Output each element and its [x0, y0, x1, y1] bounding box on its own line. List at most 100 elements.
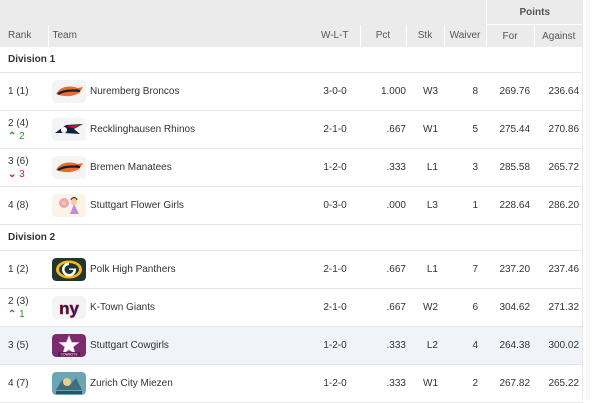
pct-cell: .667: [360, 288, 406, 327]
waiver-cell: 3: [444, 148, 487, 187]
streak-cell: W1: [406, 110, 444, 149]
streak-cell: W3: [406, 72, 444, 111]
points-against-cell: 265.72: [534, 148, 584, 187]
broncos-icon[interactable]: [52, 156, 86, 179]
wlt-cell: 1-2-0: [310, 148, 360, 187]
team-cell: Recklinghausen Rhinos: [48, 110, 310, 149]
standings-row[interactable]: 1 (2) Polk High Panthers 2-1-0.667 L1 7 237.2…: [0, 250, 584, 289]
header-spacer: [0, 0, 487, 25]
packers-icon[interactable]: [52, 258, 86, 281]
team-name-link[interactable]: Stuttgart Flower Girls: [90, 200, 184, 211]
waiver-cell: 4: [444, 326, 487, 365]
points-against-cell: 265.22: [534, 364, 584, 403]
team-name-link[interactable]: Zurich City Miezen: [90, 378, 173, 389]
wlt-cell: 2-1-0: [310, 110, 360, 149]
points-for-cell: 304.62: [486, 288, 535, 327]
team-name-link[interactable]: Bremen Manatees: [90, 162, 172, 173]
chevron-up-icon: ⌃: [8, 130, 20, 142]
rank-value: 1 (2): [8, 264, 29, 275]
wlt-cell: 1-2-0: [310, 364, 360, 403]
waiver-cell: 6: [444, 288, 487, 327]
points-against-cell: 236.64: [534, 72, 584, 111]
points-against-cell: 300.02: [534, 326, 584, 365]
rank-change-value: 2: [19, 130, 25, 142]
scroll-track[interactable]: [586, 0, 590, 400]
team-cell: COWBOYS Stuttgart Cowgirls: [48, 326, 310, 365]
standings-row[interactable]: 4 (7) Zurich City Miezen 1-2-0.333 W1 2 267.8…: [0, 364, 584, 403]
col-pct-header[interactable]: Pct: [359, 24, 406, 47]
team-cell: Bremen Manatees: [48, 148, 310, 187]
wlt-cell: 2-1-0: [310, 250, 360, 289]
broncos-icon[interactable]: [52, 80, 86, 103]
standings-row[interactable]: 2 (3) ⌃ 1 ny K-Town Giants 2-1-0.667 W2 6 304.6…: [0, 288, 584, 327]
patriots-icon[interactable]: [52, 118, 86, 141]
rank-up-indicator: ⌃ 2: [8, 131, 48, 142]
col-team-header[interactable]: Team: [47, 24, 310, 47]
pct-cell: .667: [360, 110, 406, 149]
rank-cell: 3 (5): [0, 326, 48, 365]
rank-down-indicator: ⌄ 3: [8, 169, 48, 180]
points-against-cell: 271.32: [534, 288, 584, 327]
standings-row[interactable]: 2 (4) ⌃ 2 Recklinghausen Rhinos 2-1-0.667 W1…: [0, 110, 584, 149]
col-against-header[interactable]: Against: [533, 24, 584, 47]
streak-cell: L3: [406, 186, 444, 225]
flower-icon[interactable]: [52, 194, 86, 217]
rank-cell: 1 (2): [0, 250, 48, 289]
rank-value: 4 (8): [8, 200, 29, 211]
col-waiver-header[interactable]: Waiver: [443, 24, 487, 47]
team-name-link[interactable]: Nuremberg Broncos: [90, 86, 180, 97]
rank-cell: 4 (8): [0, 186, 48, 225]
standings-row[interactable]: 3 (6) ⌄ 3 Bremen Manatees 1-2-0.333 L1 3 285.5…: [0, 148, 584, 187]
rank-up-indicator: ⌃ 1: [8, 309, 48, 320]
standings-row[interactable]: 4 (8) Stuttgart Flower Girls 0-3-0.000 L3 1 2…: [0, 186, 584, 225]
team-name-link[interactable]: Recklinghausen Rhinos: [90, 124, 196, 135]
col-stk-header[interactable]: Stk: [405, 24, 444, 47]
pct-cell: .333: [360, 326, 406, 365]
team-name-link[interactable]: Polk High Panthers: [90, 264, 176, 275]
team-cell: Zurich City Miezen: [48, 364, 310, 403]
points-for-cell: 285.58: [486, 148, 535, 187]
svg-text:COWBOYS: COWBOYS: [61, 352, 78, 356]
team-cell: ny K-Town Giants: [48, 288, 310, 327]
pct-cell: .667: [360, 250, 406, 289]
waiver-cell: 5: [444, 110, 487, 149]
pct-cell: .333: [360, 148, 406, 187]
scrollbar[interactable]: [582, 0, 593, 400]
wlt-cell: 2-1-0: [310, 288, 360, 327]
zurich-icon[interactable]: [52, 372, 86, 395]
cowboys-icon[interactable]: COWBOYS: [52, 334, 86, 357]
svg-text:ny: ny: [59, 299, 79, 318]
team-cell: Stuttgart Flower Girls: [48, 186, 310, 225]
rank-cell: 2 (3) ⌃ 1: [0, 288, 48, 327]
points-against-cell: 270.86: [534, 110, 584, 149]
rank-value: 4 (7): [8, 378, 29, 389]
division-name: Division 2: [0, 224, 584, 251]
rank-value: 3 (5): [8, 340, 29, 351]
standings-row[interactable]: 3 (5) COWBOYS Stuttgart Cowgirls 1-2-0.333 L…: [0, 326, 584, 365]
col-rank-header[interactable]: Rank: [0, 24, 48, 47]
division-header-row: Division 1: [0, 47, 584, 73]
col-wlt-header[interactable]: W-L-T: [310, 24, 360, 47]
rank-cell: 4 (7): [0, 364, 48, 403]
rank-change-value: 3: [19, 168, 25, 180]
team-name-link[interactable]: K-Town Giants: [90, 302, 156, 313]
points-for-cell: 269.76: [486, 72, 535, 111]
points-group-header: Points: [485, 0, 584, 25]
pct-cell: .333: [360, 364, 406, 403]
points-for-cell: 267.82: [486, 364, 535, 403]
col-for-header[interactable]: For: [485, 24, 535, 47]
division-header-row: Division 2: [0, 224, 584, 251]
team-name-link[interactable]: Stuttgart Cowgirls: [90, 340, 169, 351]
waiver-cell: 1: [444, 186, 487, 225]
giants-icon[interactable]: ny: [52, 296, 86, 319]
chevron-down-icon: ⌄: [8, 168, 20, 180]
standings-row[interactable]: 1 (1) Nuremberg Broncos 3-0-0 1.000 W3 8 269.7…: [0, 72, 584, 111]
team-cell: Nuremberg Broncos: [48, 72, 310, 111]
pct-cell: .000: [360, 186, 406, 225]
points-for-cell: 275.44: [486, 110, 535, 149]
points-for-cell: 228.64: [486, 186, 535, 225]
wlt-cell: 1-2-0: [310, 326, 360, 365]
rank-value: 2 (4): [8, 117, 29, 129]
